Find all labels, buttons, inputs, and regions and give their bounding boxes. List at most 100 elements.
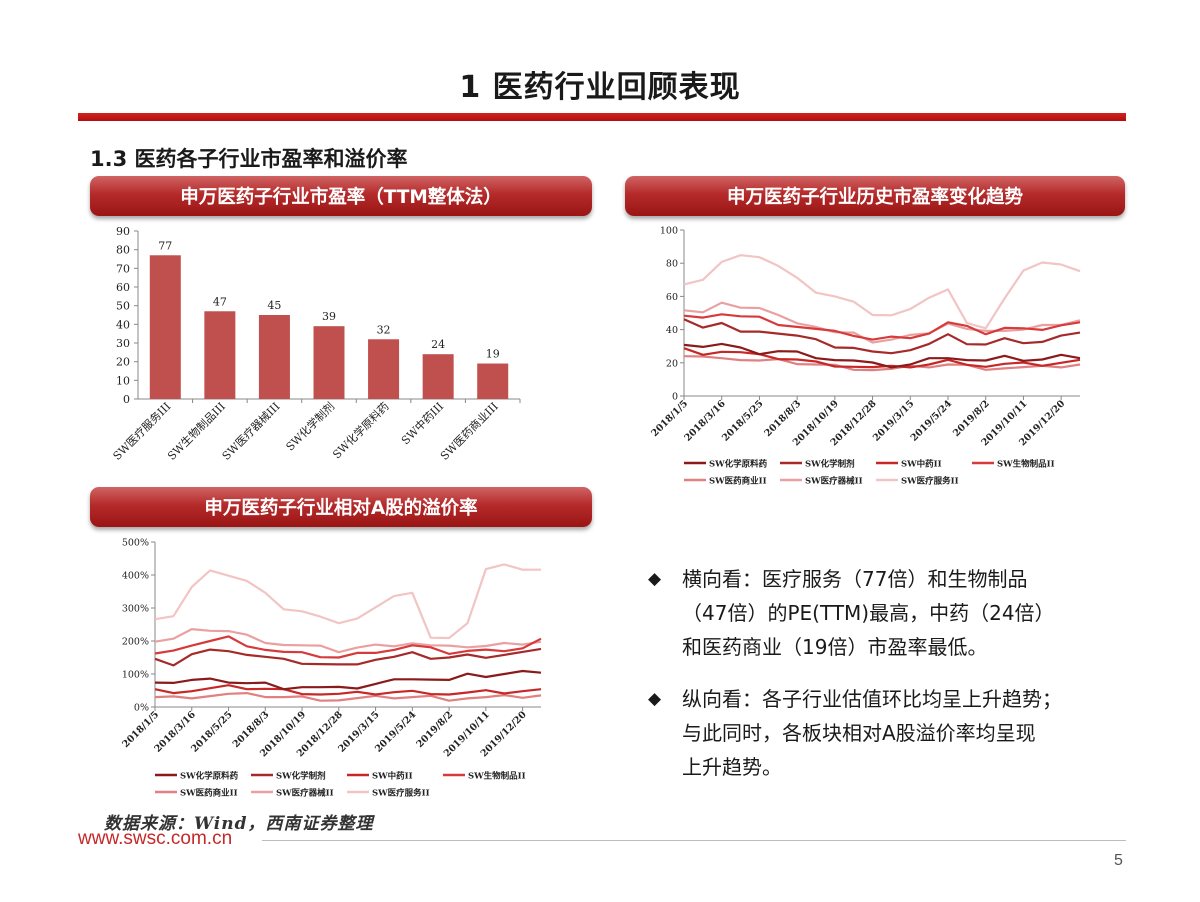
bullet-horizontal: ◆ 横向看：医疗服务（77倍）和生物制品 （47倍）的PE(TTM)最高，中药（… xyxy=(648,562,1138,664)
bar xyxy=(204,311,236,399)
series-line xyxy=(683,301,1081,344)
premium-chart: 0%100%200%300%400%500%2018/1/52018/3/162… xyxy=(120,538,542,799)
series-line xyxy=(683,318,1081,355)
series-line xyxy=(683,342,1081,369)
y-tick-label: 400% xyxy=(122,571,149,582)
premium-banner-text: 申万医药子行业相对A股的溢价率 xyxy=(204,498,478,519)
bullet-line: 上升趋势。 xyxy=(682,755,782,779)
bar-value-label: 45 xyxy=(267,299,281,312)
legend-label: SW中药II xyxy=(901,459,942,470)
bar-value-label: 19 xyxy=(486,348,500,361)
bar xyxy=(422,354,454,399)
x-tick-label: SW医药商业III xyxy=(437,399,501,463)
y-tick-label: 20 xyxy=(116,356,130,369)
series-line xyxy=(154,692,542,702)
legend-label: SW医药商业II xyxy=(180,788,238,799)
bullet-line: 和医药商业（19倍）市盈率最低。 xyxy=(682,635,988,659)
y-tick-label: 30 xyxy=(116,337,130,350)
y-tick-label: 50 xyxy=(116,300,130,313)
page-title: 1 医药行业回顾表现 xyxy=(459,70,741,105)
y-tick-label: 100 xyxy=(660,226,678,237)
y-tick-label: 10 xyxy=(116,374,130,387)
diamond-bullet-icon: ◆ xyxy=(648,569,662,589)
bar-value-label: 24 xyxy=(431,338,445,351)
bar xyxy=(313,326,345,399)
y-tick-label: 100% xyxy=(122,670,149,681)
legend-label: SW中药II xyxy=(372,771,413,782)
legend-label: SW生物制品II xyxy=(997,459,1055,470)
bar xyxy=(149,255,181,399)
bullet-vertical: ◆ 纵向看：各子行业估值环比均呈上升趋势； 与此同时，各板块相对A股溢价率均呈现… xyxy=(648,682,1138,784)
y-tick-label: 80 xyxy=(116,244,130,257)
series-line xyxy=(154,563,541,640)
pe-history-banner-text: 申万医药子行业历史市盈率变化趋势 xyxy=(726,187,1023,208)
pe-bar-chart: 0 10 20 30 40 50 60 70 80 90 77 SW医疗服务III 47 SW生物制品II… xyxy=(110,225,521,463)
bullet-line: 与此同时，各板块相对A股溢价率均呈现 xyxy=(682,721,1036,745)
y-tick-label: 60 xyxy=(116,281,130,294)
bullet-line: 横向看：医疗服务（77倍）和生物制品 xyxy=(682,567,1028,591)
bullet-line: （47倍）的PE(TTM)最高，中药（24倍） xyxy=(682,601,1055,625)
series-line xyxy=(154,684,542,696)
y-tick-label: 40 xyxy=(116,318,130,331)
y-tick-label: 40 xyxy=(666,325,678,336)
source-note: 数据来源：Wind，西南证券整理 xyxy=(104,814,374,834)
legend-label: SW医疗服务II xyxy=(372,788,430,799)
series-line xyxy=(154,635,542,659)
bar-value-label: 47 xyxy=(213,295,227,308)
y-tick-label: 20 xyxy=(666,358,678,369)
bar xyxy=(477,363,509,399)
bar-value-label: 32 xyxy=(377,323,391,336)
y-tick-label: 300% xyxy=(122,604,149,615)
y-tick-label: 500% xyxy=(122,538,149,549)
x-tick-label: 2019/8/2 xyxy=(951,398,992,439)
series-line xyxy=(154,647,542,667)
legend-label: SW生物制品II xyxy=(468,771,526,782)
x-tick-label: SW中药III xyxy=(399,400,446,447)
y-tick-label: 90 xyxy=(116,225,130,238)
bar-value-label: 39 xyxy=(322,310,336,323)
legend-label: SW医药商业II xyxy=(709,476,767,487)
pe-history-chart: 0204060801002018/1/52018/3/162018/5/2520… xyxy=(649,226,1081,487)
footer-divider xyxy=(262,840,1126,841)
y-tick-label: 0% xyxy=(134,703,149,714)
legend-label: SW医疗器械II xyxy=(805,476,863,487)
legend-label: SW化学制剂 xyxy=(805,459,855,470)
legend-label: SW化学原料药 xyxy=(709,459,768,470)
bar xyxy=(258,315,290,399)
site-link[interactable]: www.swsc.com.cn xyxy=(78,828,233,849)
legend-label: SW化学原料药 xyxy=(180,771,239,782)
bullet-line: 纵向看：各子行业估值环比均呈上升趋势； xyxy=(682,687,1062,711)
page-number: 5 xyxy=(1114,852,1123,869)
bar xyxy=(368,339,400,399)
series-line xyxy=(683,355,1081,372)
pe-history-banner: 申万医药子行业历史市盈率变化趋势 xyxy=(625,176,1125,216)
x-tick-label: 2018/5/25 xyxy=(720,398,765,443)
pe-bar-banner-text: 申万医药子行业市盈率（TTM整体法） xyxy=(180,187,502,208)
y-tick-label: 80 xyxy=(666,259,678,270)
x-tick-label: SW医疗器械III xyxy=(219,399,283,463)
legend-label: SW医疗器械II xyxy=(276,788,334,799)
premium-banner: 申万医药子行业相对A股的溢价率 xyxy=(90,487,592,527)
legend-label: SW化学制剂 xyxy=(276,771,326,782)
x-tick-label: SW化学原料药 xyxy=(330,399,392,461)
diamond-bullet-icon: ◆ xyxy=(648,689,662,709)
series-line xyxy=(683,313,1081,341)
series-line xyxy=(154,669,542,691)
y-tick-label: 0 xyxy=(672,392,678,403)
y-tick-label: 0 xyxy=(123,393,130,406)
section-title: 1.3 医药各子行业市盈率和溢价率 xyxy=(90,147,408,171)
x-tick-label: SW化学制剂 xyxy=(283,399,337,453)
x-tick-label: SW医疗服务III xyxy=(110,399,174,463)
legend-label: SW医疗服务II xyxy=(901,476,959,487)
commentary: ◆ 横向看：医疗服务（77倍）和生物制品 （47倍）的PE(TTM)最高，中药（… xyxy=(648,562,1138,802)
y-tick-label: 60 xyxy=(666,292,678,303)
title-divider xyxy=(78,113,1126,121)
series-line xyxy=(683,347,1081,369)
series-line xyxy=(154,628,542,654)
y-tick-label: 70 xyxy=(116,262,130,275)
x-tick-label: 2019/5/24 xyxy=(909,398,955,444)
x-tick-label: SW生物制品III xyxy=(164,399,228,463)
y-tick-label: 200% xyxy=(122,637,149,648)
pe-bar-banner: 申万医药子行业市盈率（TTM整体法） xyxy=(90,176,592,216)
x-tick-label: 2018/1/5 xyxy=(649,398,690,439)
